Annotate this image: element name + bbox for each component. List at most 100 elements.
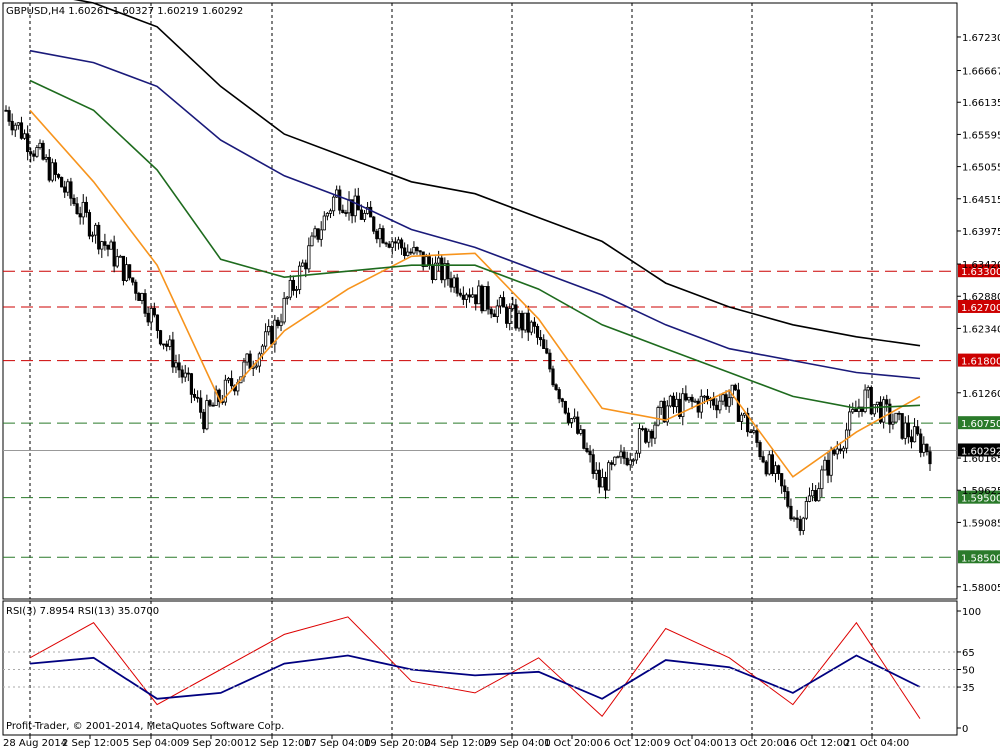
candle-body [767, 454, 771, 475]
candle-body [464, 294, 469, 300]
candle-body [674, 398, 679, 408]
candle-body [177, 362, 181, 371]
candle-body [72, 197, 76, 205]
candle-body [875, 401, 880, 406]
time-tick-label: 24 Sep 12:00 [424, 738, 491, 749]
candle-body [202, 411, 206, 430]
candle-body [916, 426, 920, 435]
candle-body [94, 224, 98, 236]
candle-body [613, 456, 617, 465]
price-tick-label: 1.65595 [962, 130, 1000, 141]
candle-body [770, 454, 774, 475]
candle-body [662, 400, 666, 423]
candle-body [418, 250, 422, 253]
candle-body [554, 384, 558, 390]
support-level-tag [958, 416, 1000, 430]
candle-body [29, 151, 33, 155]
candle-body [322, 215, 326, 231]
candle-body [622, 451, 626, 459]
price-axis: 1.67230 1.66667 1.66135 1.65595 1.65055 1.645… [957, 33, 1000, 594]
candle-body [134, 281, 138, 294]
candle-body [727, 397, 731, 407]
candle-body [288, 279, 292, 298]
support-level-tag [958, 490, 1000, 504]
candle-body [909, 436, 914, 443]
time-tick-label: 1 Oct 20:00 [544, 738, 603, 749]
candle-body [597, 469, 601, 488]
candle-body [656, 407, 660, 426]
support-level-tag [958, 550, 1000, 564]
candle-body [922, 443, 926, 453]
candle-body [168, 339, 172, 347]
candle-body [789, 505, 793, 520]
candle-body [857, 406, 861, 412]
candle-body [795, 517, 799, 520]
rsi-tick-label: 100 [962, 607, 981, 618]
resistance-level-tag [958, 353, 1000, 367]
candle-body [84, 201, 88, 213]
candle-body [103, 241, 107, 246]
candle-body [681, 393, 685, 417]
rsi-tick-label: 50 [962, 666, 975, 677]
candle-body [594, 469, 598, 474]
candle-body [668, 395, 673, 407]
candle-body [783, 485, 787, 492]
candle-body [600, 476, 605, 488]
candle-body [804, 501, 808, 519]
candle-body [721, 394, 725, 402]
candle-body [310, 235, 314, 247]
candle-body [650, 430, 654, 439]
candle-body [115, 256, 119, 267]
candle-body [591, 454, 595, 474]
candle-body [733, 384, 737, 391]
candle-body [647, 430, 651, 443]
price-tick-label: 1.66135 [962, 98, 1000, 109]
candle-body [443, 263, 447, 281]
candle-body [823, 459, 827, 471]
candle-body [906, 422, 910, 438]
candle-body [440, 257, 444, 281]
candle-body [625, 457, 629, 466]
candle-body [644, 428, 648, 443]
support-level-label: 1.58500 [961, 553, 1000, 564]
candle-body [137, 292, 141, 301]
candle-body [396, 239, 401, 244]
candle-body [307, 245, 311, 270]
candle-body [248, 353, 252, 369]
candle-body [573, 416, 577, 420]
candle-body [838, 448, 842, 452]
candle-body [32, 153, 36, 157]
candle-body [736, 389, 741, 422]
candle-body [22, 133, 27, 139]
candle-body [81, 201, 85, 218]
candle-body [761, 456, 765, 463]
candle-body [162, 343, 166, 346]
candle-body [214, 389, 218, 406]
candle-body [325, 212, 329, 217]
candle-body [223, 379, 228, 403]
candle-body [641, 428, 645, 431]
candle-body [260, 345, 265, 355]
candle-body [369, 206, 373, 218]
candle-body [375, 230, 379, 240]
candle-body [106, 245, 110, 250]
candle-body [687, 396, 691, 401]
candle-body [702, 395, 707, 398]
candle-body [773, 465, 778, 475]
candle-body [69, 181, 73, 199]
candle-body [406, 251, 410, 256]
rsi-line-2 [29, 654, 921, 700]
candle-body [66, 181, 70, 193]
candle-body [152, 307, 156, 316]
candle-body [267, 326, 271, 333]
candle-body [100, 241, 104, 250]
candle-body [273, 319, 277, 345]
candle-body [10, 120, 14, 131]
candle-body [807, 495, 812, 502]
candle-body [758, 442, 762, 458]
candle-body [158, 330, 163, 345]
candle-body [588, 451, 592, 456]
candle-body [446, 263, 450, 280]
candle-body [124, 264, 129, 281]
time-tick-label: 19 Sep 20:00 [364, 738, 431, 749]
